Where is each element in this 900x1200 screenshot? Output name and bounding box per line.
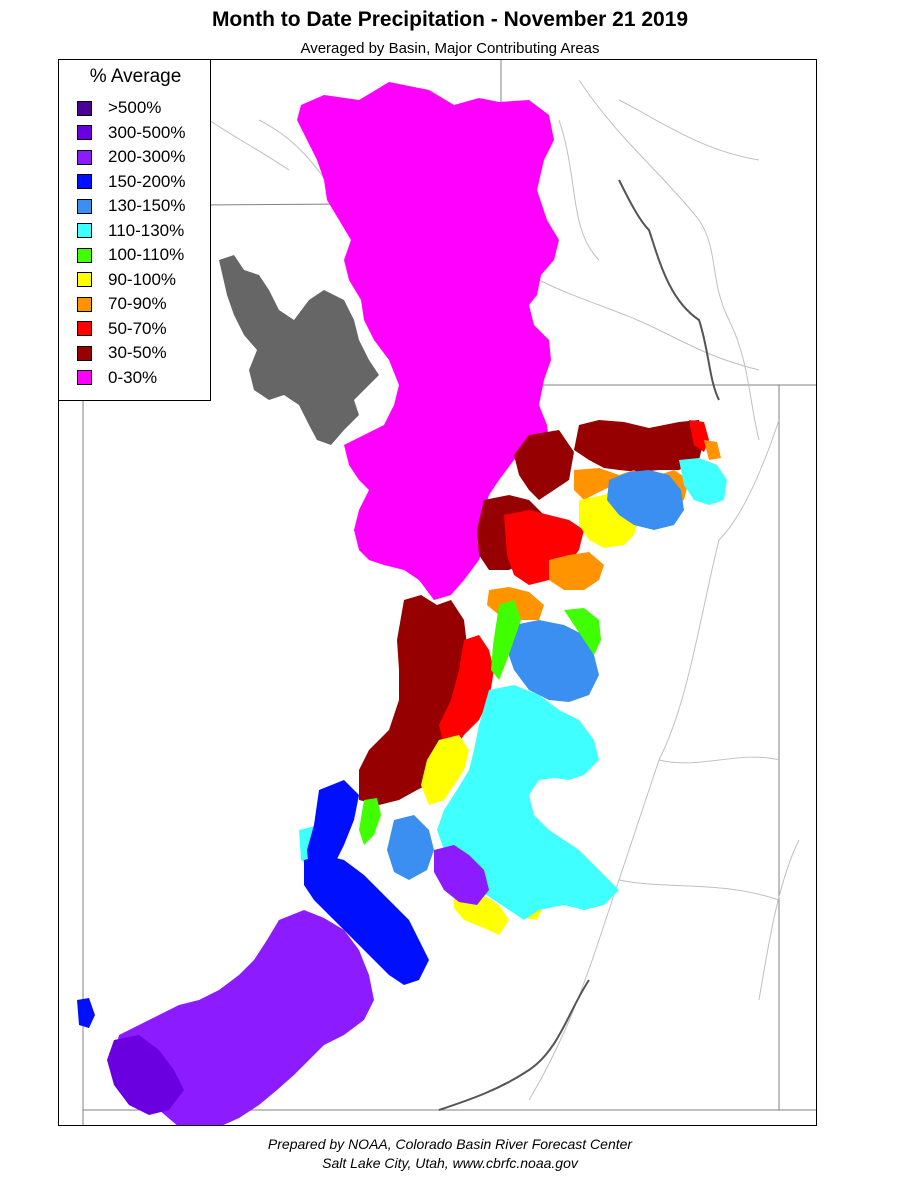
- basin-110-130-large: [437, 685, 619, 920]
- map-subtitle: Averaged by Basin, Major Contributing Ar…: [300, 40, 600, 57]
- basin-30-50-central: [359, 595, 484, 805]
- legend-label: >500%: [108, 98, 162, 117]
- legend-item: 130-150%: [77, 196, 186, 216]
- great-salt-lake: [219, 255, 379, 445]
- basin-200-300-east: [434, 845, 489, 905]
- basin-150-200-b: [304, 855, 429, 985]
- basin-50-70-small: [689, 420, 709, 452]
- basin-150-200-d: [77, 998, 95, 1028]
- river-line: [538, 279, 760, 371]
- legend-item: 200-300%: [77, 147, 186, 167]
- legend-swatch: [77, 198, 92, 214]
- legend-item: 0-30%: [77, 368, 157, 388]
- legend-label: 50-70%: [108, 318, 167, 338]
- basin-50-70-lower: [439, 635, 494, 750]
- legend-label: 90-100%: [108, 269, 177, 289]
- footer-location: Salt Lake City, Utah, www.cbrfc.noaa.gov: [322, 1155, 578, 1171]
- map-title: Month to Date Precipitation - November 2…: [211, 8, 689, 31]
- legend-swatch: [77, 149, 92, 165]
- legend-swatch: [77, 223, 92, 238]
- legend-label: 100-110%: [108, 245, 185, 264]
- river-line: [758, 839, 800, 1001]
- legend-label: 300-500%: [108, 122, 186, 142]
- basin-100-110-b: [564, 608, 601, 655]
- map-legend: % Average >500% 300-500% 200-300% 150-200% 1…: [58, 59, 211, 401]
- legend-item: 90-100%: [77, 270, 176, 290]
- legend-swatch: [77, 174, 92, 189]
- legend-item: 300-500%: [77, 123, 186, 143]
- river-line: [208, 119, 290, 171]
- legend-label: 30-50%: [108, 343, 167, 362]
- basin-110-130-east: [679, 458, 727, 505]
- river-line: [658, 756, 780, 764]
- legend-item: 100-110%: [77, 245, 184, 265]
- legend-item: 30-50%: [77, 343, 167, 363]
- legend-label: 110-130%: [108, 220, 185, 240]
- basin-70-90-edge: [704, 440, 721, 460]
- footer-credit: Prepared by NOAA, Colorado Basin River F…: [267, 1136, 633, 1152]
- legend-item: 150-200%: [77, 172, 186, 192]
- legend-swatch: [77, 321, 92, 336]
- legend-swatch: [77, 370, 92, 385]
- basin-30-50-mid: [514, 430, 574, 500]
- legend-label: 130-150%: [108, 196, 186, 215]
- basin-0-30-upper: [297, 82, 559, 600]
- river-dark: [618, 179, 720, 401]
- basin-150-200-a: [307, 780, 359, 880]
- legend-swatch: [77, 296, 92, 312]
- legend-swatch: [77, 125, 92, 140]
- legend-swatch: [77, 272, 92, 287]
- basin-map-svg: [59, 60, 816, 1125]
- basin-100-110-a: [491, 600, 521, 680]
- basin-90-100-mid: [421, 735, 469, 805]
- legend-label: 200-300%: [108, 147, 186, 166]
- basin-300-500-sw: [107, 1035, 184, 1115]
- basin-130-150-center: [507, 620, 599, 702]
- legend-swatch: [77, 345, 92, 361]
- river-line: [618, 99, 760, 161]
- river-line: [718, 419, 780, 541]
- basin-130-150-northeast: [607, 470, 684, 530]
- basin-100-110-c: [359, 798, 381, 845]
- legend-item: >500%: [77, 98, 161, 118]
- river-line: [528, 539, 720, 1101]
- rivers: [208, 79, 800, 1101]
- legend-item: 70-90%: [77, 294, 167, 314]
- legend-item: 110-130%: [77, 221, 184, 241]
- legend-label: 150-200%: [108, 171, 186, 191]
- legend-label: 70-90%: [108, 294, 167, 313]
- legend-swatch: [77, 100, 92, 116]
- basin-130-150-south: [387, 815, 434, 880]
- river-dark: [438, 979, 590, 1111]
- legend-swatch: [77, 247, 92, 263]
- basin-30-50-northeast: [574, 420, 704, 472]
- legend-label: 0-30%: [108, 367, 158, 387]
- basin-200-300-large: [114, 910, 374, 1125]
- river-line: [558, 119, 600, 261]
- legend-item: 50-70%: [77, 319, 167, 339]
- river-line: [618, 879, 780, 901]
- legend-title: % Average: [89, 66, 182, 87]
- basin-70-90-south: [549, 552, 604, 590]
- river-line: [578, 79, 760, 441]
